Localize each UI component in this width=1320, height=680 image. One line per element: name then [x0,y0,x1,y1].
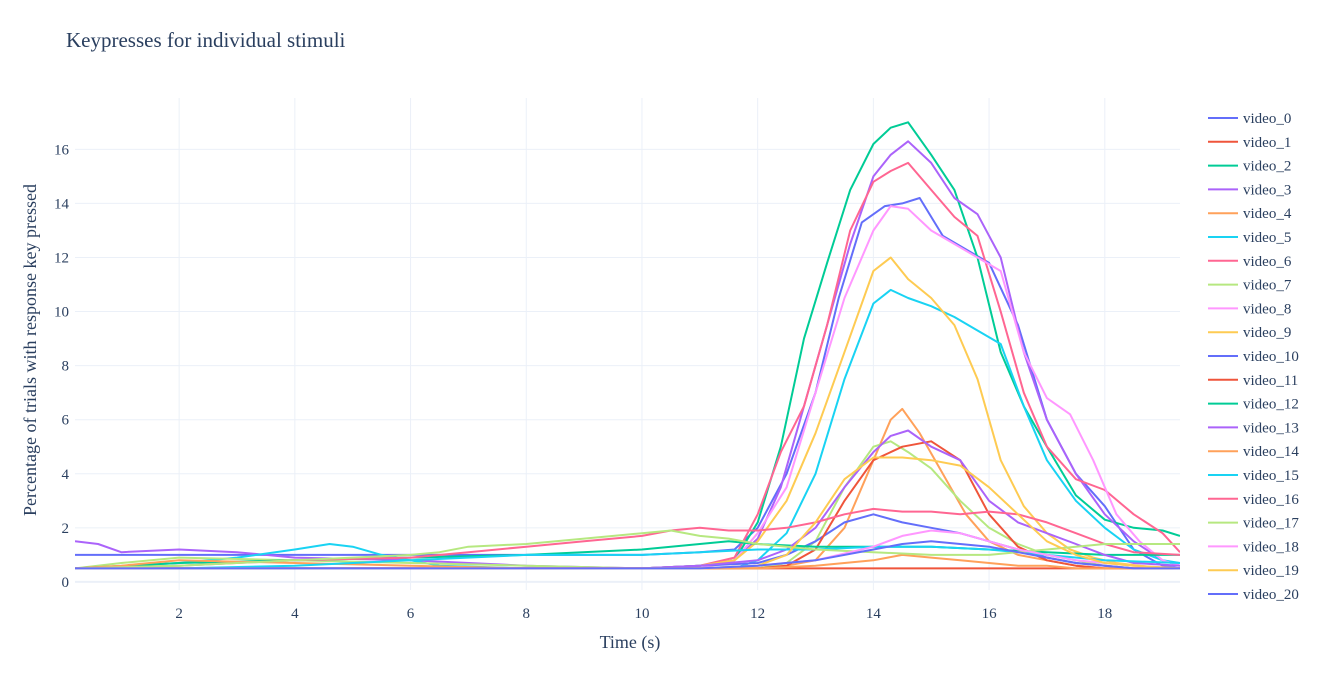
series-lines [75,121,1180,570]
x-tick-label: 8 [523,606,531,622]
y-tick-label: 16 [54,142,70,158]
x-tick-label: 16 [982,606,998,622]
x-tick-label: 6 [407,606,415,622]
y-tick-label: 4 [62,467,70,483]
legend-label: video_10 [1243,349,1299,365]
legend-label: video_0 [1243,111,1291,127]
legend-label: video_17 [1243,516,1299,532]
legend-item[interactable]: video_13 [1208,420,1299,436]
legend-label: video_14 [1243,444,1299,460]
legend-item[interactable]: video_12 [1208,397,1299,413]
legend-label: video_7 [1243,278,1292,294]
x-tick-label: 14 [866,606,882,622]
legend-item[interactable]: video_3 [1208,182,1291,198]
y-axis: 0 2 4 6 8 10 12 14 16 [54,142,70,591]
legend-item[interactable]: video_18 [1208,539,1299,555]
legend-label: video_19 [1243,563,1299,579]
series-line-video-9[interactable] [75,256,1180,570]
x-axis-title: Time (s) [600,632,661,653]
legend-item[interactable]: video_11 [1208,373,1298,389]
legend-item[interactable]: video_16 [1208,492,1299,508]
legend-label: video_15 [1243,468,1299,484]
series-line-video-3[interactable] [75,140,1180,570]
grid-lines [75,98,1180,590]
x-tick-label: 4 [291,606,299,622]
legend-item[interactable]: video_7 [1208,278,1292,294]
legend-label: video_5 [1243,230,1291,246]
legend-item[interactable]: video_17 [1208,516,1299,532]
y-axis-title: Percentage of trials with response key p… [20,184,40,516]
x-tick-label: 12 [750,606,765,622]
y-tick-label: 14 [54,196,70,212]
legend-label: video_4 [1243,206,1292,222]
chart-title: Keypresses for individual stimuli [66,28,346,52]
legend-item[interactable]: video_14 [1208,444,1299,460]
series-line-video-5[interactable] [75,288,1180,570]
legend-item[interactable]: video_10 [1208,349,1299,365]
legend-label: video_8 [1243,301,1291,317]
legend-label: video_11 [1243,373,1298,389]
legend-label: video_16 [1243,492,1299,508]
legend[interactable]: video_0 video_1 video_2 video_3 video_4video… [1208,111,1299,603]
legend-label: video_1 [1243,135,1291,151]
legend-item[interactable]: video_20 [1208,587,1299,603]
legend-label: video_13 [1243,420,1299,436]
series-line-video-14[interactable] [75,553,1180,570]
legend-label: video_2 [1243,159,1291,175]
y-tick-label: 6 [62,413,70,429]
series-line-video-2[interactable] [75,121,1180,570]
legend-label: video_12 [1243,397,1299,413]
x-tick-label: 2 [175,606,183,622]
x-axis: 2 4 6 8 10 12 14 16 18 [175,606,1112,622]
y-tick-label: 0 [62,575,70,591]
series-line-video-20[interactable] [75,540,1180,570]
legend-label: video_20 [1243,587,1299,603]
y-tick-label: 2 [62,521,70,537]
legend-label: video_18 [1243,539,1299,555]
legend-item[interactable]: video_19 [1208,563,1299,579]
y-tick-label: 12 [54,250,69,266]
legend-item[interactable]: video_4 [1208,206,1292,222]
legend-item[interactable]: video_6 [1208,254,1292,270]
series-line-video-17[interactable] [75,529,1180,570]
legend-label: video_9 [1243,325,1291,341]
y-tick-label: 10 [54,305,69,321]
legend-item[interactable]: video_0 [1208,111,1291,127]
x-tick-label: 10 [634,606,649,622]
y-tick-label: 8 [62,359,70,375]
legend-label: video_3 [1243,182,1291,198]
series-line-video-16[interactable] [75,507,1180,570]
x-tick-label: 18 [1097,606,1112,622]
legend-item[interactable]: video_9 [1208,325,1291,341]
legend-item[interactable]: video_5 [1208,230,1291,246]
legend-item[interactable]: video_1 [1208,135,1291,151]
legend-label: video_6 [1243,254,1292,270]
legend-item[interactable]: video_8 [1208,301,1291,317]
legend-item[interactable]: video_2 [1208,159,1291,175]
legend-item[interactable]: video_15 [1208,468,1299,484]
